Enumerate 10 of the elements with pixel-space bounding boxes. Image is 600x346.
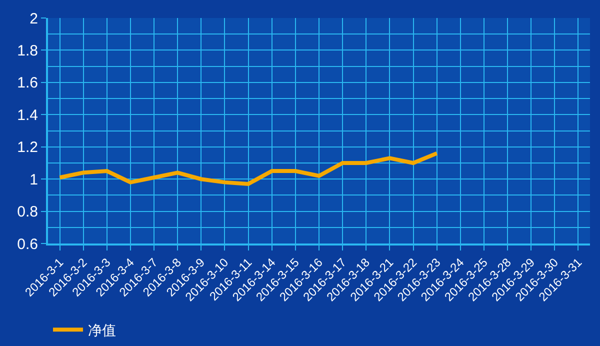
- y-tick-label: 1.8: [17, 42, 38, 60]
- line-series: [58, 151, 439, 186]
- y-tick-label: 1.4: [17, 106, 38, 124]
- y-tick-label: 0.8: [17, 204, 38, 221]
- legend-label: 净值: [88, 322, 116, 338]
- y-tick-label: 1.2: [17, 139, 38, 156]
- y-tick-label: 1: [30, 171, 38, 188]
- y-tick-label: 0.6: [17, 236, 38, 253]
- y-tick-label: 2: [30, 10, 38, 28]
- y-tick-label: 1.6: [17, 74, 38, 92]
